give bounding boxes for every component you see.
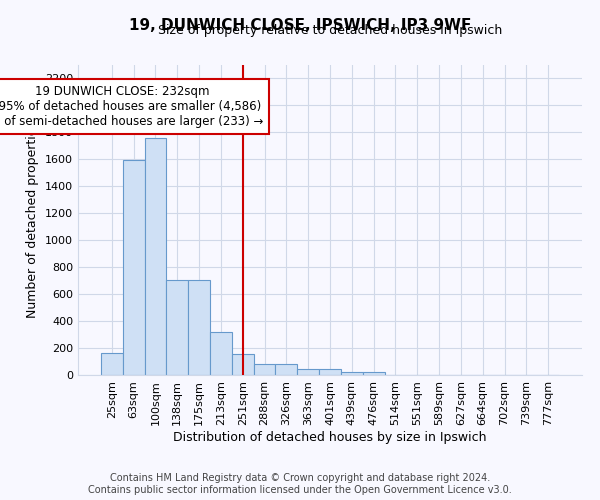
Y-axis label: Number of detached properties: Number of detached properties [26,122,40,318]
Bar [210,332,232,375]
Bar [254,364,275,375]
Title: Size of property relative to detached houses in Ipswich: Size of property relative to detached ho… [158,24,502,38]
Bar [275,364,297,375]
Text: 19, DUNWICH CLOSE, IPSWICH, IP3 9WF: 19, DUNWICH CLOSE, IPSWICH, IP3 9WF [129,18,471,32]
X-axis label: Distribution of detached houses by size in Ipswich: Distribution of detached houses by size … [173,430,487,444]
Bar [341,372,363,375]
Bar [188,280,210,375]
Bar [363,372,385,375]
Text: 19 DUNWICH CLOSE: 232sqm
← 95% of detached houses are smaller (4,586)
5% of semi: 19 DUNWICH CLOSE: 232sqm ← 95% of detach… [0,85,263,128]
Bar [101,354,123,375]
Bar [297,368,319,375]
Bar [232,354,254,375]
Text: Contains HM Land Registry data © Crown copyright and database right 2024.
Contai: Contains HM Land Registry data © Crown c… [88,474,512,495]
Bar [319,368,341,375]
Bar [123,160,145,375]
Bar [166,280,188,375]
Bar [145,138,166,375]
